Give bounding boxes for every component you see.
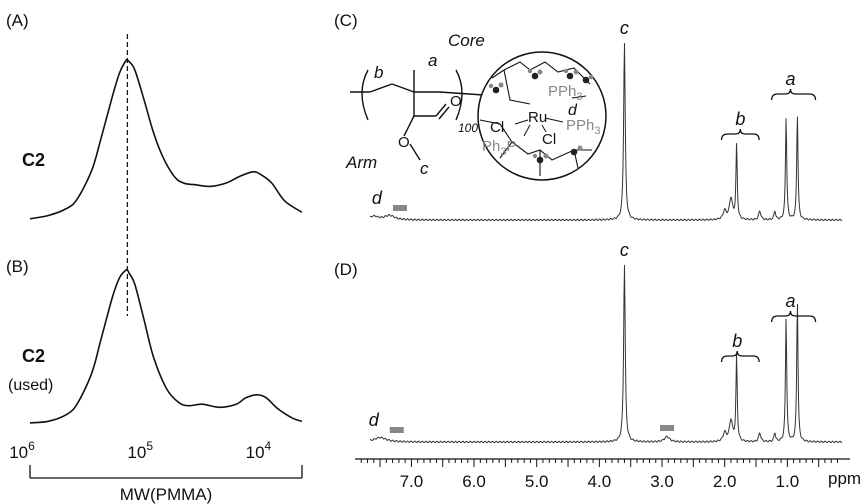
nmr-tick-label: 7.0 (400, 472, 424, 491)
arm-label-a: a (428, 51, 437, 70)
nmr-panel-d: (D) c b a d (334, 240, 842, 444)
panel-label-d: (D) (334, 260, 358, 279)
nmr-peak-label-a: a (785, 69, 795, 89)
gpc-panel-b: (B) C2 (used) (6, 257, 303, 424)
repeat-count: 100 (458, 121, 478, 135)
nmr-trace-d (369, 265, 842, 444)
nmr-tick-label: 2.0 (713, 472, 737, 491)
nmr-tick-label: 1.0 (776, 472, 800, 491)
gpc-x-axis: 106 105 104 MW(PMMA) (9, 439, 303, 504)
gpc-sample-label-a: C2 (22, 150, 45, 170)
ru-bonds (514, 117, 564, 137)
pph3-top: PPh3 (548, 83, 582, 103)
arm-caption: Arm (345, 153, 377, 172)
nmr-peak-label-b: b (735, 109, 745, 129)
nmr-trace-c (369, 43, 842, 222)
nmr-peak-label-a: a (785, 291, 795, 311)
arm-label-c: c (420, 159, 429, 178)
gpc-x-axis-title: MW(PMMA) (120, 485, 213, 504)
nmr-peak-label-c: c (620, 18, 629, 38)
panel-label-c: (C) (334, 11, 358, 30)
gpc-sample-note-b: (used) (8, 377, 53, 394)
ru-label-d: d (568, 102, 578, 119)
arm-label-b: b (374, 63, 383, 82)
gpc-panel-a: (A) C2 (6, 11, 303, 220)
gpc-tick-label: 104 (246, 439, 272, 462)
ph3p-left: Ph3P (482, 138, 517, 158)
nmr-panel-c: (C) c b a d (334, 11, 842, 222)
panel-label-a: (A) (6, 11, 29, 30)
nmr-peak-label-b: b (732, 331, 742, 351)
nmr-tick-label: 3.0 (650, 472, 674, 491)
gpc-sample-label-b: C2 (22, 346, 45, 366)
nmr-tick-label: 5.0 (525, 472, 549, 491)
chloride-left: Cl (490, 119, 504, 136)
arm-bonds (350, 69, 499, 161)
carbonyl-oxygen: O (450, 93, 462, 110)
catalyst-sites (488, 68, 594, 164)
nmr-x-axis-title: ppm (828, 469, 861, 488)
nmr-bracket-b (720, 350, 760, 363)
nmr-peak-label-d: d (369, 410, 380, 430)
ester-oxygen: O (398, 134, 410, 151)
ruthenium: Ru (528, 109, 547, 126)
gpc-trace-b (29, 268, 303, 424)
nmr-peak-label-d: d (372, 188, 383, 208)
nmr-tick-label: 6.0 (462, 472, 486, 491)
pph3-right: PPh3 (566, 117, 600, 137)
nmr-bracket-a (771, 88, 817, 101)
nmr-peak-label-c: c (620, 240, 629, 260)
nmr-bracket-b (720, 128, 760, 141)
chloride-bottom: Cl (542, 131, 556, 148)
core-circle (477, 51, 607, 181)
gpc-tick-label: 105 (127, 439, 153, 462)
gpc-tick-label: 106 (9, 439, 35, 462)
nmr-x-axis: 7.0 6.0 5.0 4.0 3.0 2.0 1.0 ppm (355, 458, 861, 491)
star-polymer-structure: b a O O c 100 Arm Core Ru PPh3 Cl (345, 31, 607, 181)
nmr-tick-label: 4.0 (588, 472, 612, 491)
gpc-trace-a (29, 58, 303, 220)
panel-label-b: (B) (6, 257, 29, 276)
core-caption: Core (448, 31, 485, 50)
nmr-bracket-a (771, 310, 817, 323)
